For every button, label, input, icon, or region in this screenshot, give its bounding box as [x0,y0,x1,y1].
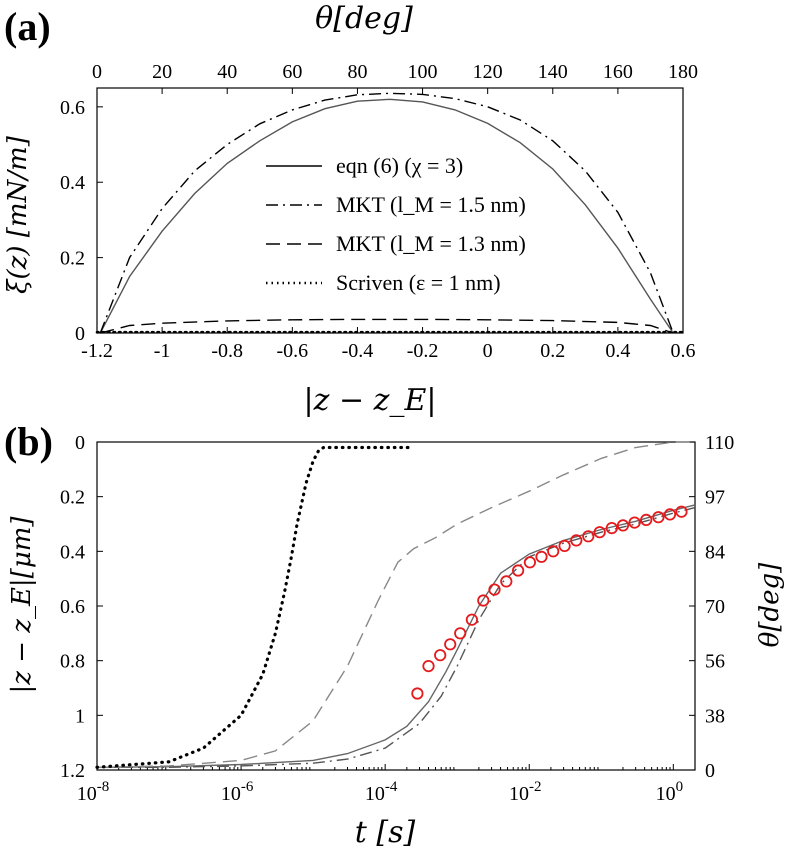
x-tick-label: -0.4 [342,340,374,362]
series-line-solid [99,98,674,334]
x-tick-label: 100 [656,779,684,805]
data-point-marker [511,564,525,577]
panel-b-x-ticks: 10-8 10-6 10-4 10-2 100 [77,764,683,805]
data-point-marker [663,508,677,521]
x-tick-label: -1 [154,340,171,362]
y-tick-label: 1.2 [60,760,85,782]
y-tick-label: 0.4 [60,172,85,194]
data-point-marker [454,627,467,640]
right-tick-label: 84 [705,541,725,563]
y-tick-label: 0 [75,432,85,454]
x-tick-label: 10-6 [221,779,254,805]
data-point-marker [582,530,595,543]
top-tick-label: 40 [217,61,237,83]
panel-a-top-ticks: 0 20 40 60 80 100 120 140 160 180 [92,61,698,94]
x-tick-label: 10-8 [77,779,110,805]
data-point-marker [675,505,688,518]
y-tick-label: 1 [75,705,85,727]
series-line-dotted [95,445,416,769]
y-tick-label: 0 [75,323,85,345]
x-tick-label: 10-4 [365,779,398,805]
panel-a-x-ticks: -1.2 -1 -0.8 -0.6 -0.4 -0.2 0 0.2 0.4 0.6 [81,327,696,362]
series-line-solid [96,504,696,768]
top-tick-label: 160 [603,61,633,83]
top-tick-label: 80 [347,61,367,83]
panel-b-y-ticks: 0 0.2 0.4 0.6 0.8 1 1.2 [60,432,103,782]
top-tick-label: 60 [282,61,302,83]
data-point-marker [535,550,548,563]
x-tick-label: 0 [483,340,493,362]
panel-a-x-axis-label: |z − z_E| [304,383,437,418]
y-tick-label: 0.2 [60,487,85,509]
data-point-marker [465,613,478,626]
legend-label: eqn (6) (χ = 3) [336,153,463,178]
data-point-marker [444,638,457,651]
legend-label: MKT (l_M = 1.5 nm) [336,192,526,217]
data-point-marker [523,556,537,569]
x-tick-label: 10-2 [509,779,542,805]
right-tick-label: 70 [705,596,725,618]
x-tick-label: -0.2 [407,340,439,362]
panel-b-x-axis-label: t [s] [355,815,416,850]
x-tick-label: -0.6 [276,340,308,362]
top-tick-label: 100 [408,61,438,83]
data-point-marker [558,539,571,553]
x-tick-label: -0.8 [211,340,243,362]
data-point-marker [593,526,606,539]
data-point-marker [616,519,630,532]
x-tick-label: 0.2 [540,340,565,362]
panel-a-top-axis-label: θ[deg] [315,1,413,36]
panel-b-label: (b) [4,419,53,464]
panel-a-series [95,92,685,334]
y-tick-label: 0.6 [60,97,85,119]
data-point-marker [434,649,447,662]
top-tick-label: 120 [473,61,503,83]
panel-b-plot-frame [96,441,696,771]
x-tick-label: 0.4 [605,340,630,362]
panel-a-y-ticks: 0 0.2 0.4 0.6 [60,97,103,345]
panel-b-y-axis-label: |z − z_E|[μm] [7,516,37,694]
series-line-dashdot [97,506,696,768]
top-tick-label: 140 [538,61,568,83]
data-point-marker [605,521,618,535]
right-tick-label: 97 [705,487,725,509]
panel-b-series [95,441,696,769]
data-point-marker [640,513,653,527]
x-tick-label: -1.2 [81,340,113,362]
data-point-marker [652,511,665,524]
y-tick-label: 0.2 [60,248,85,270]
y-tick-label: 0.4 [60,541,85,563]
legend-label: MKT (l_M = 1.3 nm) [336,231,526,256]
right-tick-label: 38 [705,705,725,727]
data-point-marker [477,594,490,607]
data-point-marker [547,545,560,558]
panel-a-label: (a) [4,4,51,49]
right-tick-label: 110 [705,432,734,454]
top-tick-label: 0 [92,61,102,83]
y-tick-label: 0.8 [60,651,85,673]
series-line-dashed [96,441,695,768]
panel-a-legend: eqn (6) (χ = 3) MKT (l_M = 1.5 nm) MKT (l_… [266,153,526,295]
data-point-marker [411,687,424,700]
right-tick-label: 0 [705,760,715,782]
panel-b: (b) 10-8 10-6 10-4 10-2 100 0 0.2 0.4 0.6 0.8 1 1.… [4,419,785,850]
right-tick-label: 56 [705,651,725,673]
x-tick-label: 0.6 [671,340,696,362]
data-point-marker [488,583,501,596]
y-tick-label: 0.6 [60,596,85,618]
panel-a-y-axis-label: ξ(z) [mN/m] [3,135,33,294]
panel-a: (a) -1.2 -1 -0.8 -0.6 -0.4 -0.2 0 0.2 0.4 0.6 0 0.… [3,1,698,418]
top-tick-label: 180 [668,61,698,83]
data-point-marker [500,575,513,588]
data-point-marker [422,659,435,673]
legend-label: Scriven (ε = 1 nm) [336,270,501,295]
panel-b-right-ticks: 110 97 84 70 56 38 0 [689,432,734,782]
panel-b-right-axis-label: θ[deg] [755,562,785,647]
data-point-marker [570,534,583,547]
data-point-marker [628,516,641,529]
top-tick-label: 20 [152,61,172,83]
